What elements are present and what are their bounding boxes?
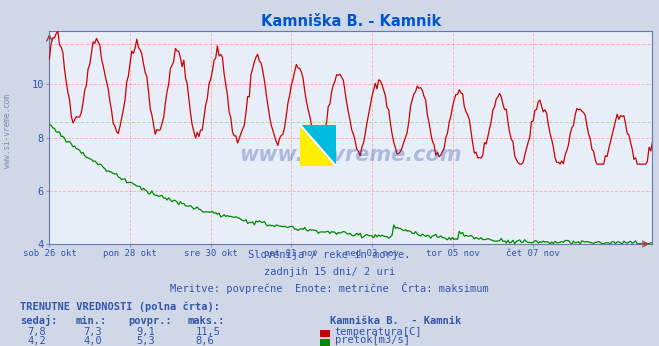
Text: 5,3: 5,3 <box>136 336 155 346</box>
Text: Slovenija / reke in morje.: Slovenija / reke in morje. <box>248 250 411 260</box>
Title: Kamniška B. - Kamnik: Kamniška B. - Kamnik <box>261 13 441 29</box>
Text: sedaj:: sedaj: <box>20 315 57 326</box>
Text: TRENUTNE VREDNOSTI (polna črta):: TRENUTNE VREDNOSTI (polna črta): <box>20 301 219 312</box>
Text: 9,1: 9,1 <box>136 327 155 337</box>
Text: pretok[m3/s]: pretok[m3/s] <box>335 335 410 345</box>
Text: www.si-vreme.com: www.si-vreme.com <box>3 94 13 169</box>
Text: zadnjih 15 dni/ 2 uri: zadnjih 15 dni/ 2 uri <box>264 267 395 277</box>
Text: 7,3: 7,3 <box>84 327 102 337</box>
Text: 4,2: 4,2 <box>28 336 46 346</box>
Text: 7,8: 7,8 <box>28 327 46 337</box>
Text: povpr.:: povpr.: <box>129 316 172 326</box>
Text: www.si-vreme.com: www.si-vreme.com <box>240 145 462 165</box>
Polygon shape <box>300 125 336 166</box>
Text: 8,6: 8,6 <box>196 336 214 346</box>
Polygon shape <box>300 125 336 166</box>
Text: 4,0: 4,0 <box>84 336 102 346</box>
Text: Kamniška B.  - Kamnik: Kamniška B. - Kamnik <box>330 316 461 326</box>
Text: 11,5: 11,5 <box>196 327 221 337</box>
Text: temperatura[C]: temperatura[C] <box>335 327 422 337</box>
Text: maks.:: maks.: <box>188 316 225 326</box>
Text: min.:: min.: <box>76 316 107 326</box>
Text: Meritve: povprečne  Enote: metrične  Črta: maksimum: Meritve: povprečne Enote: metrične Črta:… <box>170 282 489 294</box>
